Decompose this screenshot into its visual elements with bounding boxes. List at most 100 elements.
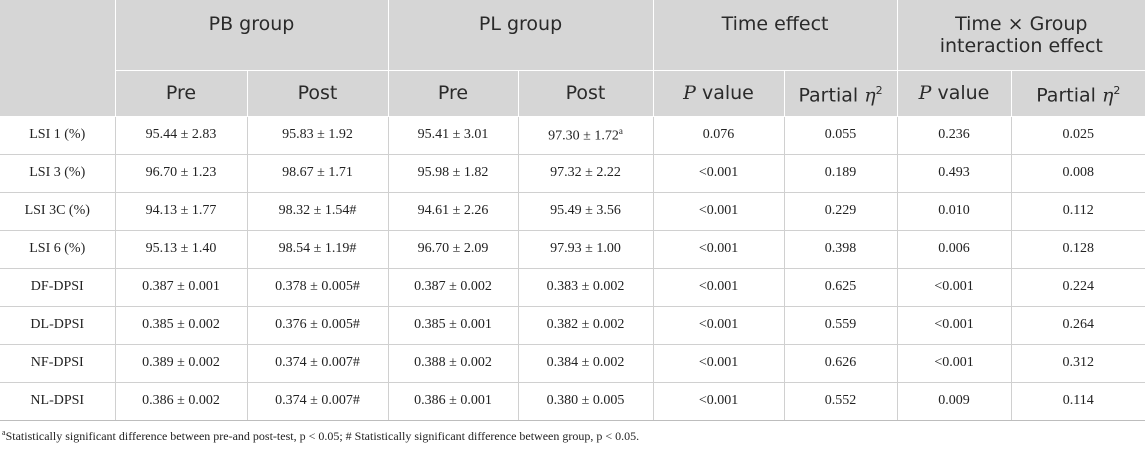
pl-pre-cell: 0.386 ± 0.001 [388,382,519,421]
time-p-cell-text: <0.001 [698,317,739,332]
time-eta-cell-text: 0.189 [824,165,857,180]
pb-pre-cell-text: 95.44 ± 2.83 [145,127,217,142]
row-label-text: NL-DPSI [30,393,85,408]
pb-pre-cell-text: 96.70 ± 1.23 [145,165,217,180]
eta-squared-exponent: 2 [1113,83,1121,97]
pl-pre-cell: 95.98 ± 1.82 [388,154,519,193]
int-p-cell-text: <0.001 [934,317,974,332]
time-p-cell: <0.001 [653,306,785,345]
table-row: DF-DPSI 0.387 ± 0.001 0.378 ± 0.005# 0.387 … [0,268,1145,307]
header-time-p-value: P value [653,70,785,117]
row-label: NF-DPSI [0,344,116,383]
time-eta-cell: 0.398 [784,230,898,269]
time-eta-cell-text: 0.625 [824,279,857,294]
pb-post-cell-text: 98.54 ± 1.19# [278,241,357,256]
pb-pre-cell: 0.386 ± 0.002 [115,382,248,421]
pb-post-cell: 98.67 ± 1.71 [247,154,389,193]
time-eta-cell: 0.552 [784,382,898,421]
pl-post-cell: 0.383 ± 0.002 [518,268,654,307]
pl-post-cell: 0.380 ± 0.005 [518,382,654,421]
int-p-cell: 0.493 [897,154,1012,193]
int-eta-cell-text: 0.114 [1062,393,1094,408]
pl-post-cell: 97.32 ± 2.22 [518,154,654,193]
int-p-cell: <0.001 [897,344,1012,383]
time-eta-cell-text: 0.552 [824,393,857,408]
table-row: NF-DPSI 0.389 ± 0.002 0.374 ± 0.007# 0.388 … [0,344,1145,383]
eta-symbol: η [1101,84,1114,107]
row-label: LSI 1 (%) [0,116,116,155]
header-interaction-effect: Time × Group interaction effect [897,0,1145,71]
row-label: LSI 3 (%) [0,154,116,193]
header-int-partial-eta: Partial η2 [1011,70,1145,117]
time-p-cell-text: <0.001 [698,279,739,294]
pb-post-cell-text: 0.376 ± 0.005# [275,317,360,332]
row-label-text: LSI 3 (%) [29,165,86,180]
pl-post-cell: 0.382 ± 0.002 [518,306,654,345]
pb-post-cell-text: 0.378 ± 0.005# [275,279,360,294]
time-eta-cell: 0.626 [784,344,898,383]
header-pb-post: Post [247,70,389,117]
pl-post-cell-text: 97.30 ± 1.72 [548,128,619,144]
row-label-text: NF-DPSI [30,355,84,370]
pb-pre-cell-text: 0.387 ± 0.001 [142,279,220,294]
time-p-cell-text: <0.001 [698,393,739,408]
pl-post-cell: 97.93 ± 1.00 [518,230,654,269]
time-p-cell: <0.001 [653,268,785,307]
pb-post-cell-text: 98.67 ± 1.71 [282,165,353,180]
int-eta-cell: 0.112 [1011,192,1145,231]
pl-pre-cell-text: 0.387 ± 0.002 [414,279,492,294]
pb-post-cell: 98.54 ± 1.19# [247,230,389,269]
pb-post-cell-text: 0.374 ± 0.007# [275,393,360,408]
int-p-cell: <0.001 [897,268,1012,307]
footnote-marker: a [2,428,6,437]
int-p-cell-text: 0.010 [938,203,970,218]
pl-pre-cell-text: 95.41 ± 3.01 [417,127,489,142]
pl-pre-cell: 0.385 ± 0.001 [388,306,519,345]
int-eta-cell-text: 0.128 [1062,241,1095,256]
pl-pre-cell: 95.41 ± 3.01 [388,116,519,155]
time-p-cell: <0.001 [653,382,785,421]
footnote: aStatistically significant difference be… [2,428,639,444]
int-eta-cell-text: 0.008 [1062,165,1095,180]
partial-label: Partial [1036,84,1102,107]
pl-pre-cell-text: 95.98 ± 1.82 [417,165,489,180]
int-eta-cell-text: 0.224 [1062,279,1095,294]
time-p-cell: 0.076 [653,116,785,155]
pl-pre-cell: 96.70 ± 2.09 [388,230,519,269]
pb-pre-cell: 95.13 ± 1.40 [115,230,248,269]
header-int-p-value: P value [897,70,1012,117]
int-eta-cell: 0.312 [1011,344,1145,383]
significance-marker: a [618,125,623,136]
row-label-text: DF-DPSI [30,279,84,294]
pb-post-cell: 0.374 ± 0.007# [247,382,389,421]
time-eta-cell-text: 0.055 [824,127,857,142]
row-label-text: DL-DPSI [30,317,85,332]
eta-squared-exponent: 2 [875,83,883,97]
results-table: PB group PL group Time effect Time × Gro… [0,0,1145,421]
time-eta-cell-text: 0.626 [824,355,857,370]
header-time-partial-eta: Partial η2 [784,70,898,117]
pb-pre-cell-text: 94.13 ± 1.77 [145,203,217,218]
table-row: LSI 3C (%) 94.13 ± 1.77 98.32 ± 1.54# 94.61… [0,192,1145,231]
time-p-cell: <0.001 [653,192,785,231]
table-row: LSI 1 (%) 95.44 ± 2.83 95.83 ± 1.92 95.41 ±… [0,116,1145,155]
pl-pre-cell: 0.387 ± 0.002 [388,268,519,307]
pb-post-cell: 0.376 ± 0.005# [247,306,389,345]
int-eta-cell-text: 0.025 [1062,127,1095,142]
pb-pre-cell: 95.44 ± 2.83 [115,116,248,155]
pl-post-cell-text: 97.32 ± 2.22 [550,165,621,180]
table-body: LSI 1 (%) 95.44 ± 2.83 95.83 ± 1.92 95.41 ±… [0,116,1145,421]
header-row-sub: Pre Post Pre Post P value Partial η2 P v… [0,70,1145,117]
header-corner [0,0,116,117]
pl-pre-cell-text: 0.386 ± 0.001 [414,393,492,408]
int-eta-cell: 0.025 [1011,116,1145,155]
int-p-cell: 0.006 [897,230,1012,269]
pb-post-cell-text: 98.32 ± 1.54# [278,203,357,218]
int-p-cell-text: 0.009 [938,393,970,408]
row-label: DL-DPSI [0,306,116,345]
pl-post-cell-text: 0.382 ± 0.002 [546,317,625,332]
partial-label: Partial [798,84,865,107]
time-p-cell-text: <0.001 [698,165,739,180]
time-eta-cell: 0.559 [784,306,898,345]
table-row: LSI 6 (%) 95.13 ± 1.40 98.54 ± 1.19# 96.70 … [0,230,1145,269]
